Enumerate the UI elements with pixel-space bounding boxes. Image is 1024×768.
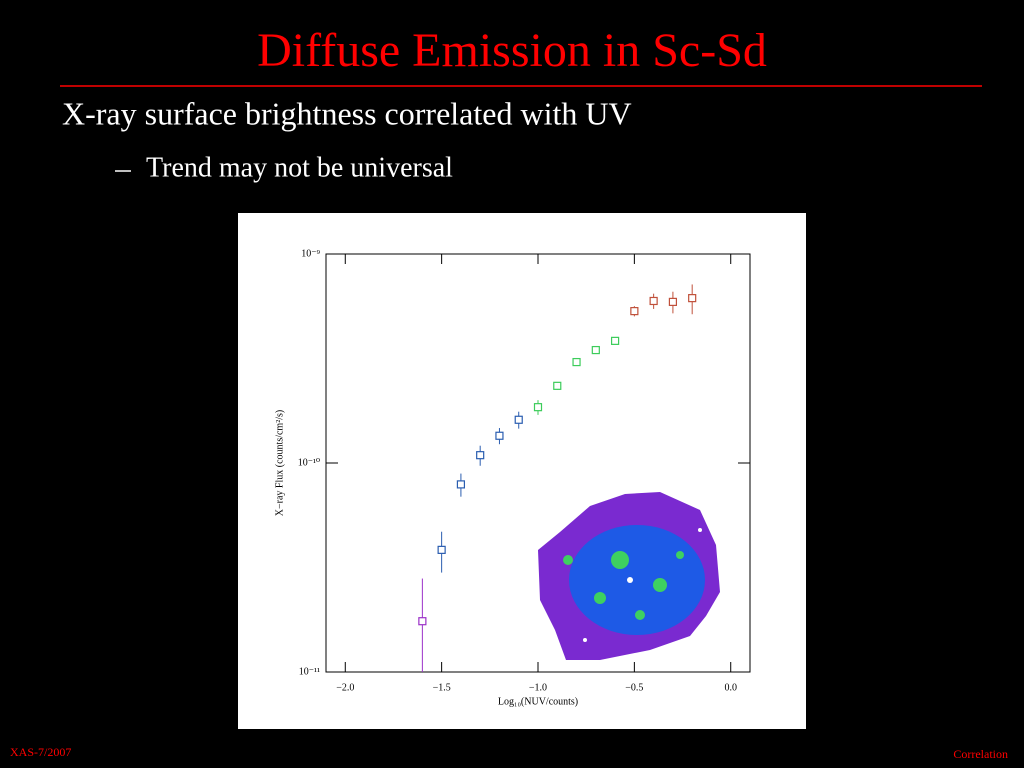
slide-title: Diffuse Emission in Sc-Sd (257, 24, 767, 77)
x-tick-label: −1.0 (529, 682, 547, 693)
x-tick-label: −0.5 (625, 682, 643, 693)
galaxy-knot (635, 610, 645, 620)
footer-left: XAS-7/2007 (10, 745, 71, 759)
data-point (572, 357, 581, 367)
galaxy-image (538, 492, 720, 660)
x-tick-label: −1.5 (433, 682, 451, 693)
galaxy-star (698, 528, 702, 532)
galaxy-star (583, 638, 587, 642)
data-point (649, 296, 658, 306)
data-point (688, 294, 697, 303)
data-point (495, 431, 504, 440)
chart-panel (238, 213, 806, 729)
data-point (553, 381, 562, 390)
x-tick-label: 0.0 (724, 682, 737, 693)
data-point (476, 451, 485, 460)
y-axis-label: X−ray Flux (counts/cm²/s) (274, 410, 285, 516)
sub-bullet: Trend may not be universal (146, 152, 453, 183)
data-point (456, 480, 466, 489)
data-point (630, 307, 639, 316)
x-tick-label: −2.0 (336, 682, 354, 693)
y-tick-label: 10⁻¹⁰ (298, 457, 320, 468)
data-point (533, 403, 543, 412)
data-point (610, 336, 620, 345)
galaxy-knot (653, 578, 667, 592)
galaxy-knot (594, 592, 606, 604)
galaxy-star (627, 577, 633, 583)
data-point (418, 617, 427, 626)
galaxy-knot (676, 551, 684, 559)
data-point (668, 297, 678, 306)
data-point (514, 415, 523, 424)
x-axis-label: Log₁₀(NUV/counts) (498, 696, 578, 707)
bullet: X-ray surface brightness correlated with… (62, 95, 632, 131)
data-point (591, 345, 600, 355)
footer-right: Correlation (953, 747, 1008, 761)
galaxy-knot (563, 555, 573, 565)
galaxy-knot (611, 551, 629, 569)
y-tick-label: 10⁻⁹ (301, 248, 320, 259)
y-tick-label: 10⁻¹¹ (299, 666, 320, 677)
galaxy-disk (569, 525, 705, 635)
data-point (437, 545, 446, 554)
